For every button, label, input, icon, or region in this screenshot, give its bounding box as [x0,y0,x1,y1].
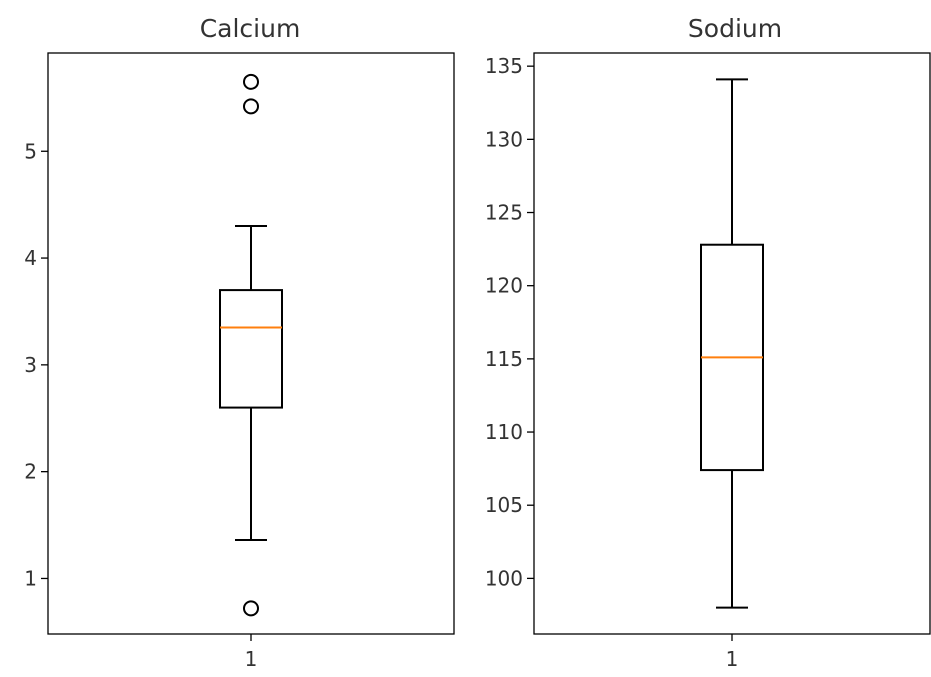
sodium-y-tick-label: 130 [485,127,523,151]
calcium-y-tick-label: 5 [24,139,37,163]
calcium-boxes [219,73,283,617]
sodium-y-tick-label: 105 [485,493,523,517]
calcium-axes-frame [47,52,455,635]
calcium-y-tick-label: 1 [24,566,37,590]
sodium-y-tick-label: 135 [485,54,523,78]
sodium-boxes [700,78,764,609]
sodium-panel: Sodium 100 105 110 115 120 125 130 135 1 [485,14,931,671]
sodium-x-tick-label: 1 [726,647,739,671]
calcium-outlier-point [243,73,259,90]
calcium-y-ticks: 1 2 3 4 5 [24,139,48,590]
sodium-y-tick-label: 100 [485,566,523,590]
sodium-title: Sodium [688,14,782,43]
sodium-y-tick-label: 115 [485,347,523,371]
sodium-y-tick-label: 125 [485,201,523,225]
calcium-iqr-box [219,289,283,409]
calcium-y-tick-label: 2 [24,460,37,484]
sodium-y-tick-label: 110 [485,420,523,444]
calcium-outlier-point [243,98,259,115]
sodium-y-ticks: 100 105 110 115 120 125 130 135 [485,54,534,590]
calcium-y-tick-label: 3 [24,353,37,377]
calcium-x-ticks: 1 [245,634,258,671]
calcium-title: Calcium [200,14,301,43]
sodium-x-ticks: 1 [726,634,739,671]
calcium-y-tick-label: 4 [24,246,37,270]
calcium-panel: Calcium 1 2 3 4 5 1 [24,14,455,671]
calcium-outlier-point [243,600,259,617]
sodium-y-tick-label: 120 [485,274,523,298]
calcium-x-tick-label: 1 [245,647,258,671]
